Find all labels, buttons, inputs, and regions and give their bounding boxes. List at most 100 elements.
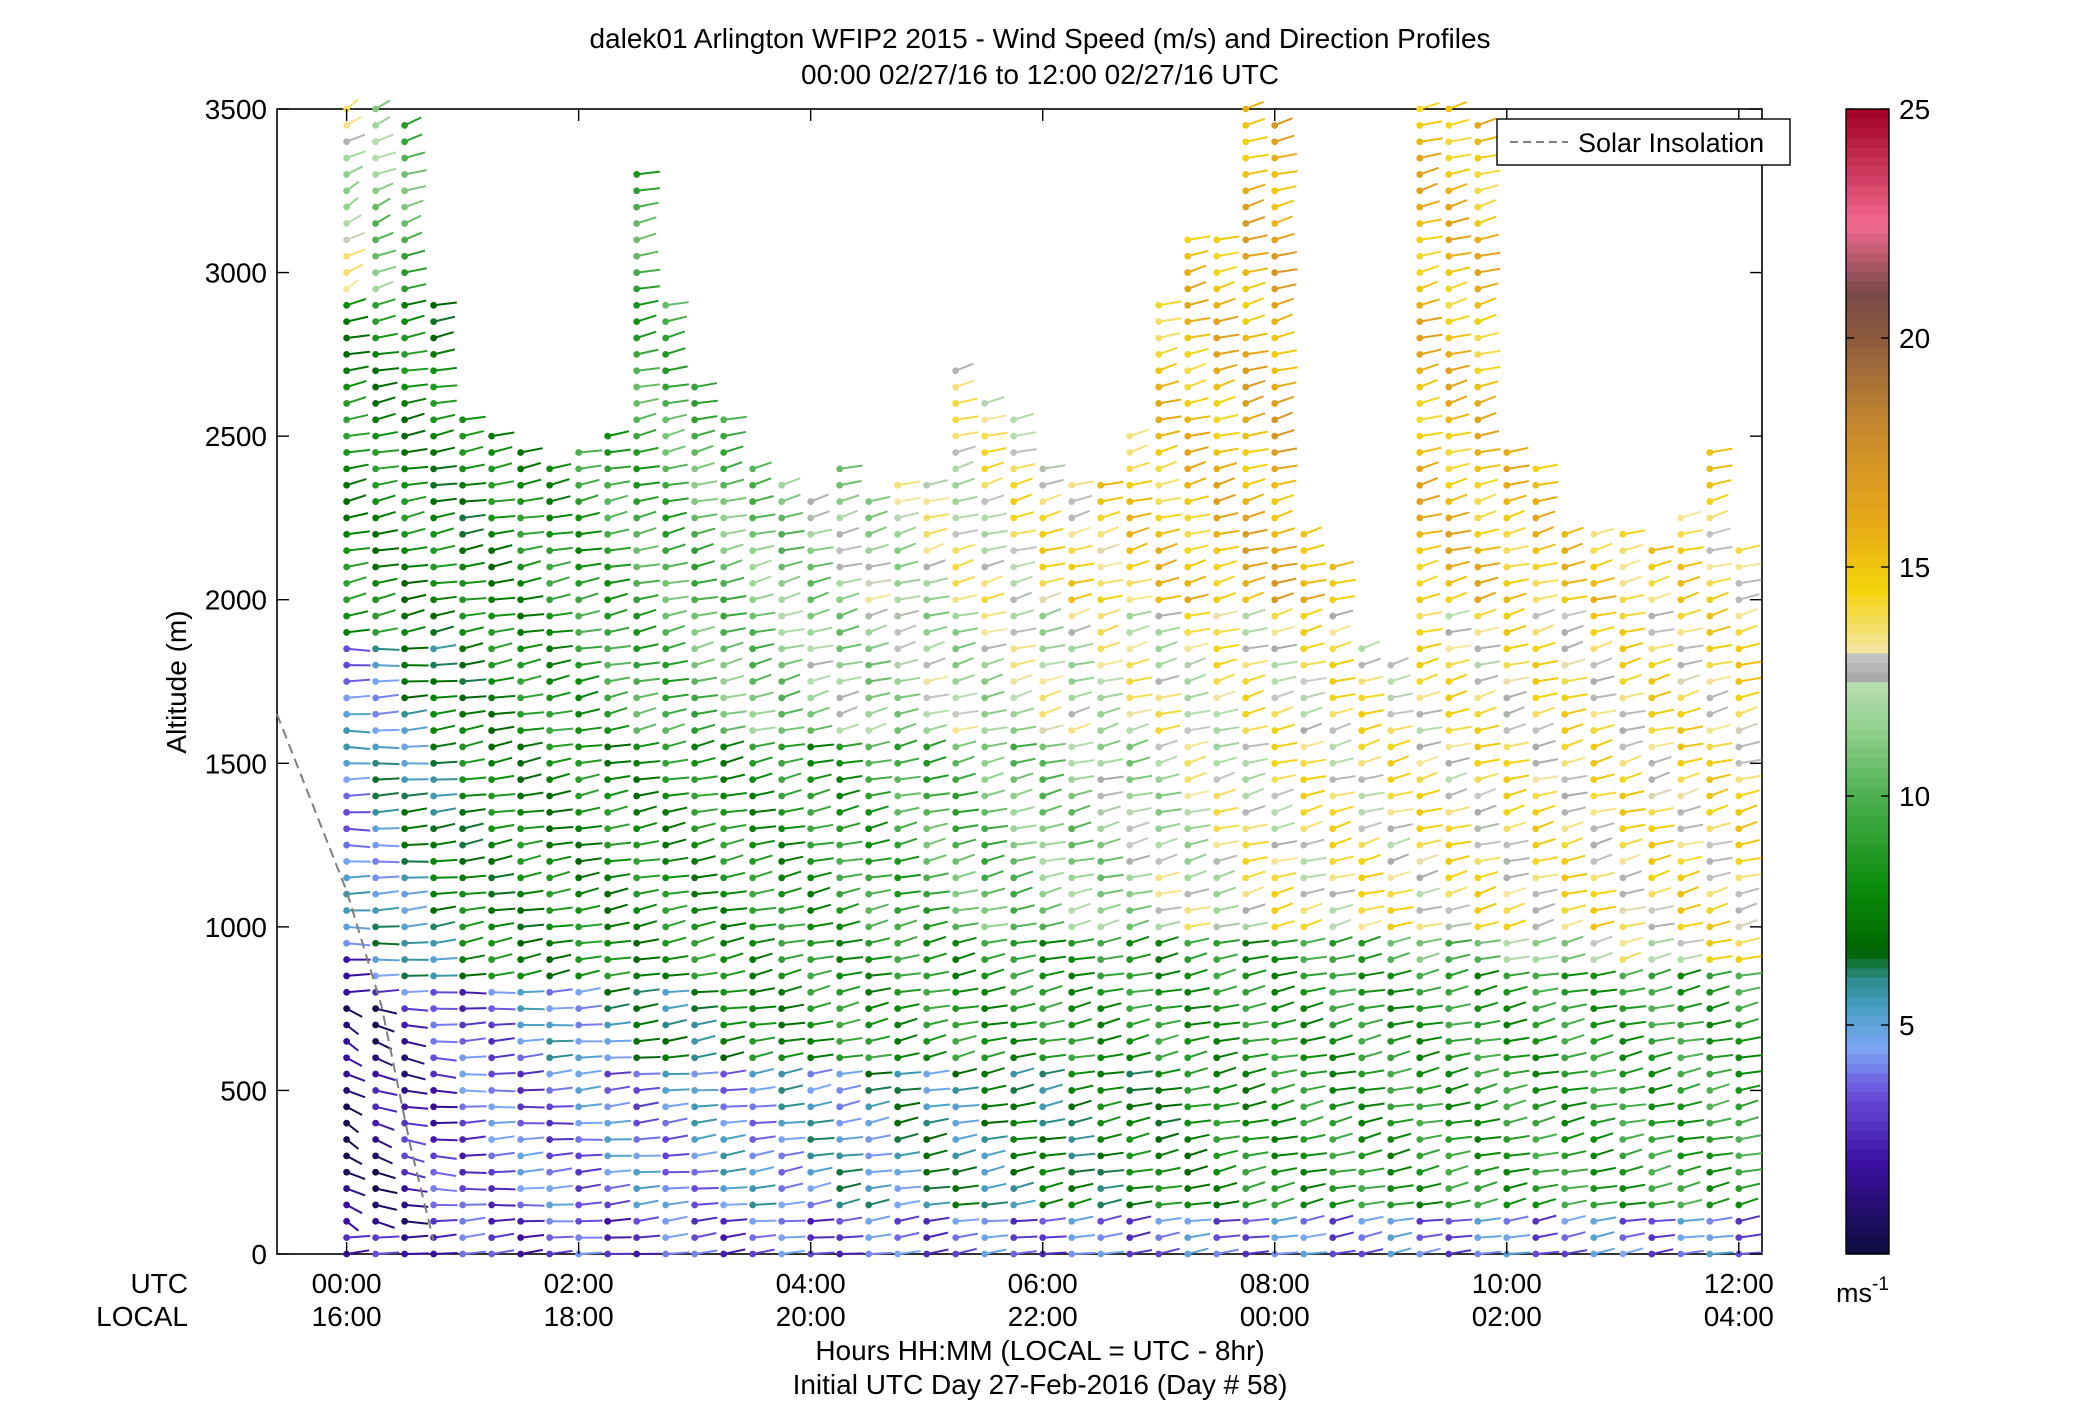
wind-barb-shaft <box>1419 120 1443 127</box>
wind-barb-shaft <box>578 904 601 912</box>
wind-barb-shaft <box>810 1181 832 1190</box>
wind-barb-shaft <box>433 399 457 405</box>
wind-barb-shaft <box>694 990 719 994</box>
wind-barb-shaft <box>549 772 571 781</box>
wind-barb-dot <box>1213 1250 1221 1258</box>
wind-barb-dot <box>1619 1234 1627 1242</box>
wind-barb-shaft <box>1245 870 1266 879</box>
wind-barb-shaft <box>1158 528 1181 536</box>
wind-barb-dot <box>865 498 873 505</box>
wind-barb-dot <box>1358 661 1366 669</box>
wind-barb-shaft <box>1535 1133 1558 1141</box>
wind-barb-dot <box>1039 710 1047 718</box>
wind-barb-shaft <box>1013 1199 1036 1206</box>
wind-barb-dot <box>372 187 380 195</box>
wind-barb-dot <box>1010 710 1018 718</box>
wind-barb-shaft <box>1158 970 1181 977</box>
wind-barb-shaft <box>549 727 574 732</box>
wind-barb-shaft <box>1593 1004 1618 1010</box>
wind-barb-shaft <box>1535 1035 1557 1043</box>
wind-barb-dot <box>575 841 583 849</box>
wind-barb-dot <box>343 678 351 685</box>
wind-barb-shaft <box>723 674 745 683</box>
wind-barb-dot <box>894 874 902 882</box>
wind-barb-dot <box>1213 334 1221 342</box>
wind-barb-dot <box>1271 645 1279 653</box>
wind-barb-dot <box>372 907 380 914</box>
wind-barb-shaft <box>723 756 744 765</box>
wind-barb-dot <box>749 710 757 718</box>
wind-barb-shaft <box>1129 988 1154 994</box>
wind-barb-shaft <box>1216 904 1239 912</box>
wind-barb-dot <box>720 579 728 587</box>
wind-barb-shaft <box>1448 840 1472 847</box>
wind-barb-shaft <box>1274 479 1297 487</box>
wind-barb-shaft <box>1187 725 1211 732</box>
wind-barb-dot <box>633 858 641 865</box>
wind-barb-dot <box>633 416 641 424</box>
wind-barb-dot <box>604 1217 612 1225</box>
wind-barb-shaft <box>549 825 574 830</box>
chart-title: dalek01 Arlington WFIP2 2015 - Wind Spee… <box>589 23 1490 54</box>
wind-barb-dot <box>1068 547 1076 555</box>
wind-barb-dot <box>1387 1201 1395 1209</box>
wind-barb-dot <box>981 1005 989 1013</box>
wind-barb-dot <box>459 498 467 505</box>
wind-barb-dot <box>343 1185 351 1192</box>
wind-barb-dot <box>865 1152 873 1160</box>
wind-barb-shaft <box>607 676 631 683</box>
wind-barb-shaft <box>1593 889 1617 896</box>
wind-barb-dot <box>575 1217 583 1225</box>
wind-barb-dot <box>1213 547 1221 555</box>
wind-barb-shaft <box>1245 430 1268 438</box>
wind-barb-dot <box>633 972 641 980</box>
wind-barb-dot <box>1503 923 1511 931</box>
wind-barb-shaft <box>1129 559 1150 568</box>
wind-barb-dot <box>401 1087 409 1094</box>
wind-barb-shaft <box>1042 546 1066 552</box>
wind-barb-dot <box>778 1070 786 1078</box>
wind-barb-shaft <box>839 840 863 847</box>
wind-barb-dot <box>1242 481 1250 489</box>
wind-barb-shaft <box>1187 1183 1211 1190</box>
wind-barb-dot <box>1561 841 1569 849</box>
wind-barb-shaft <box>607 1199 631 1206</box>
wind-barb-dot <box>1474 841 1482 849</box>
wind-barb-shaft <box>1419 789 1441 797</box>
wind-barb-dot <box>662 1185 670 1192</box>
wind-barb-shaft <box>578 1103 603 1108</box>
wind-barb-shaft <box>1448 627 1472 634</box>
wind-barb-shaft <box>1419 1233 1443 1239</box>
wind-barb-shaft <box>897 658 919 667</box>
wind-barb-dot <box>1271 972 1279 980</box>
wind-barb-shaft <box>607 903 628 912</box>
wind-barb-dot <box>807 514 815 522</box>
wind-barb-shaft <box>1158 773 1180 781</box>
wind-barb-dot <box>1445 661 1453 669</box>
wind-barb-dot <box>1097 661 1105 669</box>
wind-barb-dot <box>1329 1037 1337 1045</box>
wind-barb-shaft <box>1245 379 1266 389</box>
wind-barb-shaft <box>607 430 630 438</box>
wind-barb-shaft <box>1158 594 1182 601</box>
wind-barb-shaft <box>1332 889 1356 896</box>
wind-barb-shaft <box>1448 707 1470 716</box>
wind-barb-shaft <box>549 1249 573 1255</box>
wind-barb-shaft <box>1332 1100 1355 1108</box>
wind-barb-shaft <box>1332 1168 1357 1174</box>
wind-barb-shaft <box>665 792 690 797</box>
wind-barb-shaft <box>926 1185 951 1190</box>
wind-barb-shaft <box>1303 775 1327 781</box>
wind-barb-dot <box>720 1070 728 1078</box>
wind-barb-dot <box>633 661 641 669</box>
wind-barb-dot <box>1126 710 1134 718</box>
wind-barb-shaft <box>926 952 947 961</box>
wind-barb-shaft <box>665 383 690 389</box>
wind-barb-shaft <box>433 662 458 667</box>
wind-barb-dot <box>546 792 554 800</box>
wind-barb-dot <box>894 1168 902 1176</box>
wind-barb-shaft <box>375 1171 396 1180</box>
wind-barb-dot <box>749 1250 757 1258</box>
wind-barb-dot <box>575 547 583 555</box>
wind-barb-shaft <box>1187 495 1209 503</box>
